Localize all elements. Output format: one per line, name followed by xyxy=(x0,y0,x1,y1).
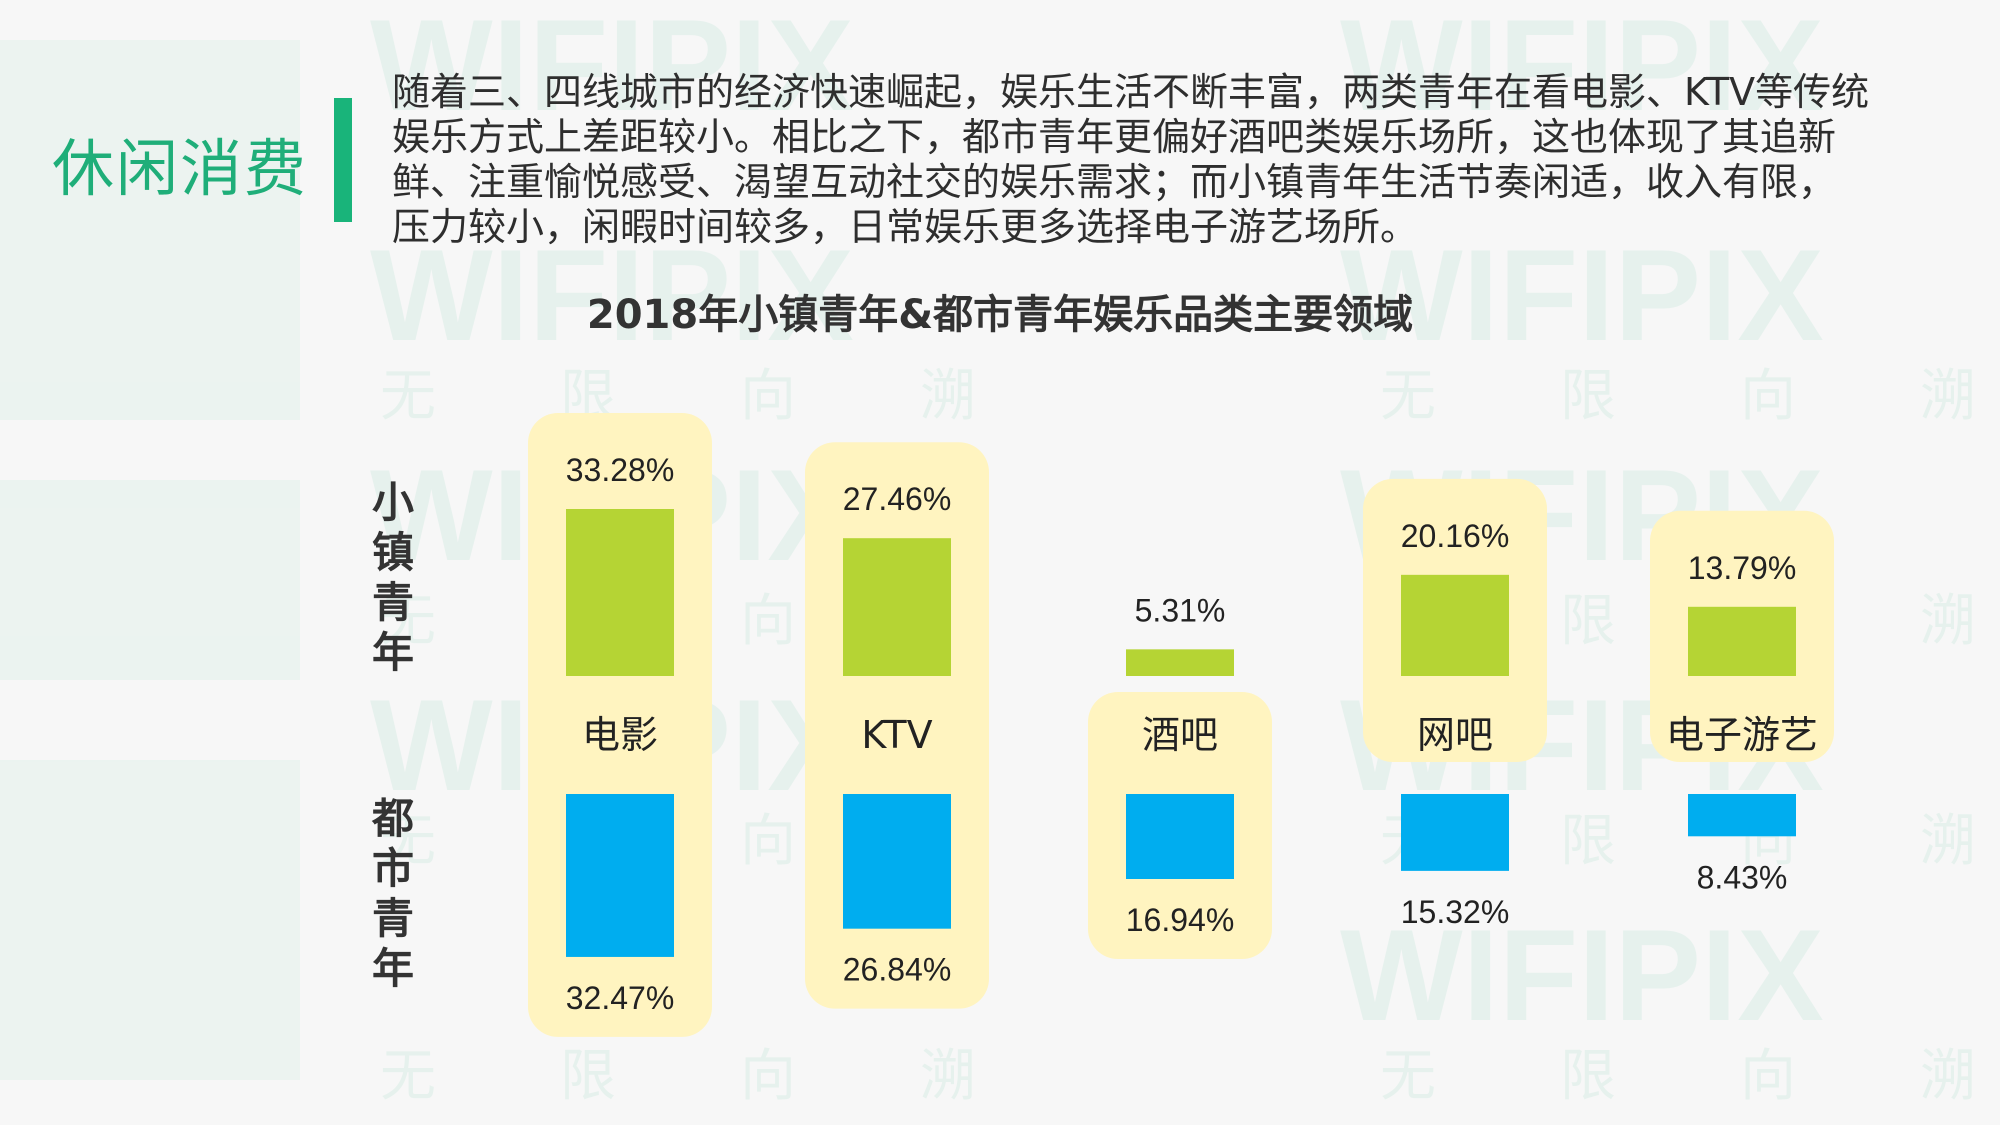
bar-small-town xyxy=(566,509,674,676)
category-label: 电子游艺 xyxy=(1666,713,1818,757)
data-label-urban: 32.47% xyxy=(566,980,675,1016)
section-title: 休闲消费 xyxy=(52,132,309,205)
data-label-small-town: 13.79% xyxy=(1688,550,1797,586)
data-label-urban: 16.94% xyxy=(1126,902,1235,938)
data-label-urban: 26.84% xyxy=(843,952,952,988)
category-label: 酒吧 xyxy=(1142,713,1218,757)
bar-small-town xyxy=(843,538,951,676)
bar-urban xyxy=(843,794,951,929)
series-label-text: 都市青年 xyxy=(371,794,414,993)
bar-small-town xyxy=(1126,649,1234,676)
bar-urban xyxy=(1688,794,1796,837)
chart-title: 2018年小镇青年&都市青年娱乐品类主要领域 xyxy=(586,292,1414,338)
data-label-urban: 15.32% xyxy=(1401,894,1510,930)
data-label-small-town: 5.31% xyxy=(1135,592,1226,628)
series-label-urban: 都市青年 xyxy=(368,794,418,994)
category-label: 网吧 xyxy=(1417,713,1493,757)
data-label-urban: 8.43% xyxy=(1697,859,1788,895)
series-label-text: 小镇青年 xyxy=(371,478,414,677)
bar-small-town xyxy=(1401,574,1509,676)
title-accent-bar xyxy=(334,98,352,222)
category-label: KTV xyxy=(861,713,932,757)
data-label-small-town: 27.46% xyxy=(843,481,952,517)
data-label-small-town: 33.28% xyxy=(566,452,675,488)
series-label-small-town: 小镇青年 xyxy=(368,478,418,678)
bar-urban xyxy=(1126,794,1234,880)
intro-paragraph: 随着三、四线城市的经济快速崛起，娱乐生活不断丰富，两类青年在看电影、KTV等传统… xyxy=(392,70,1870,249)
bar-urban xyxy=(1401,794,1509,871)
bar-small-town xyxy=(1688,606,1796,676)
data-label-small-town: 20.16% xyxy=(1401,518,1510,554)
bar-urban xyxy=(566,794,674,957)
category-label: 电影 xyxy=(582,713,658,757)
